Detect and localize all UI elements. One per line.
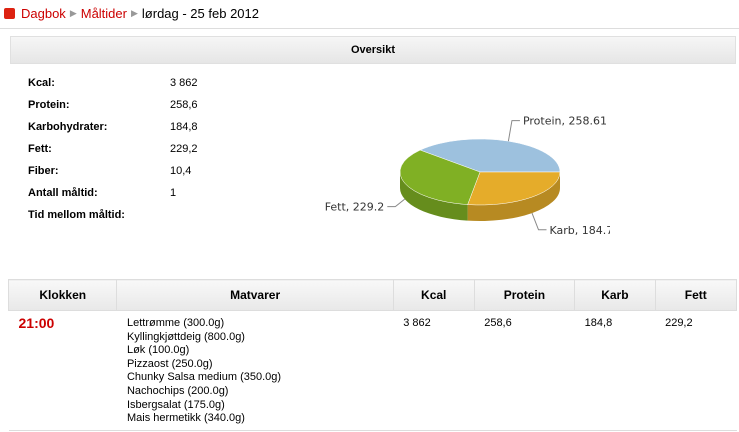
- stat-label: Fett:: [28, 143, 52, 155]
- leader-line: [531, 212, 547, 231]
- pie-side: [467, 172, 560, 221]
- home-icon: [4, 8, 15, 19]
- leader-line: [387, 198, 406, 208]
- column-header: Fett: [654, 279, 738, 311]
- pie-side: [400, 172, 468, 221]
- crumb-arrow: ▶: [69, 8, 77, 18]
- pie-label: Fett, 229.2: [325, 201, 385, 214]
- cell: 258,6: [474, 310, 575, 431]
- pie-slice: [399, 149, 481, 205]
- stat-value: 184,8: [170, 121, 198, 133]
- leader-line: [507, 120, 520, 142]
- column-header: Protein: [473, 279, 576, 311]
- cell: 3 862: [393, 310, 475, 431]
- table-row: 21:00 Lettrømme (300.0g) Kyllingkjøttdeig …: [8, 310, 737, 431]
- pie-label: Karb, 184.77: [550, 224, 610, 237]
- section-header: Oversikt: [10, 36, 736, 64]
- stat-value: 258,6: [170, 99, 198, 111]
- stat-label: Protein:: [28, 99, 70, 111]
- meal-time: 21:00: [8, 310, 117, 431]
- stat-value: 3 862: [170, 77, 198, 89]
- stat-label: Antall måltid:: [28, 187, 98, 199]
- breadcrumb: Dagbok ▶ Måltider ▶ lørdag - 25 feb 2012: [4, 6, 259, 21]
- cell: 229,2: [655, 310, 737, 431]
- crumb-arrow: ▶: [130, 8, 138, 18]
- food-item: Mais hermetikk (340.0g): [126, 412, 245, 425]
- pie-slice: [467, 171, 561, 206]
- food-item: Chunky Salsa medium (350.0g): [126, 371, 282, 384]
- column-header: Matvarer: [116, 279, 394, 311]
- food-item: Isbergsalat (175.0g): [126, 398, 225, 411]
- column-header: Klokken: [7, 279, 118, 311]
- food-item: Løk (100.0g): [126, 344, 190, 357]
- stat-value: 10,4: [170, 165, 192, 177]
- pie-chart: Protein, 258.61 Karb, 184.77 Fett, 229.2: [325, 115, 610, 237]
- cell: 184,8: [574, 310, 656, 431]
- divider: [0, 28, 739, 29]
- food-item: Nachochips (200.0g): [126, 384, 229, 397]
- stat-label: Fiber:: [28, 165, 59, 177]
- food-item: Pizzaost (250.0g): [126, 357, 213, 370]
- header-row: Klokken Matvarer Kcal Protein Karb Fett: [7, 279, 738, 311]
- stat-label: Karbohydrater:: [28, 121, 108, 133]
- column-header: Karb: [574, 279, 656, 311]
- meal-table: Klokken Matvarer Kcal Protein Karb Fett 21:00 L…: [7, 279, 738, 431]
- stat-value: 229,2: [170, 143, 198, 155]
- stat-value: 1: [170, 187, 177, 199]
- crumb-link[interactable]: Dagbok: [21, 6, 66, 21]
- crumb-current: lørdag - 25 feb 2012: [141, 6, 259, 21]
- crumb-link[interactable]: Måltider: [80, 6, 127, 21]
- stat-label: Kcal:: [28, 77, 55, 89]
- pie-label: Protein, 258.61: [523, 115, 607, 128]
- column-header: Kcal: [392, 279, 475, 311]
- stat-label: Tid mellom måltid:: [28, 209, 125, 221]
- food-list: Lettrømme (300.0g) Kyllingkjøttdeig (800.…: [116, 310, 394, 431]
- food-item: Kyllingkjøttdeig (800.0g): [126, 330, 245, 343]
- food-item: Lettrømme (300.0g): [126, 317, 225, 329]
